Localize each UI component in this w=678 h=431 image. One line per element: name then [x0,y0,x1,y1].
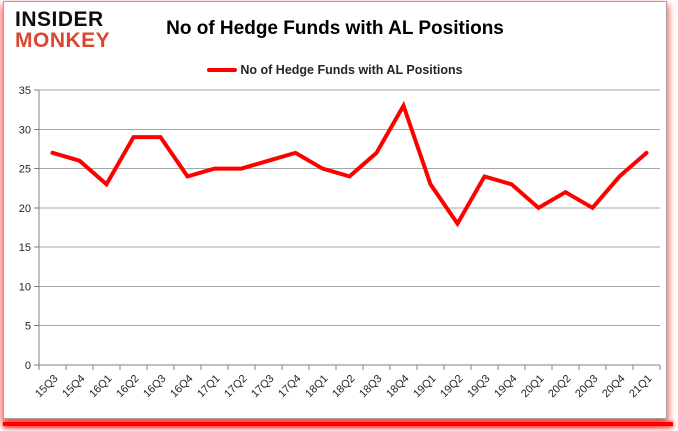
legend-line-swatch [207,68,238,72]
svg-text:16Q3: 16Q3 [141,373,169,401]
svg-text:0: 0 [25,360,31,372]
svg-text:17Q3: 17Q3 [249,373,277,401]
svg-text:30: 30 [19,124,31,136]
logo-text-monkey: MONKEY [15,29,111,52]
svg-text:20Q2: 20Q2 [546,373,574,401]
svg-text:17Q2: 17Q2 [222,373,250,401]
svg-text:18Q2: 18Q2 [330,373,358,401]
svg-text:19Q3: 19Q3 [465,373,493,401]
svg-text:35: 35 [19,85,31,97]
svg-text:18Q3: 18Q3 [357,373,385,401]
svg-text:16Q2: 16Q2 [114,373,142,401]
svg-text:20Q1: 20Q1 [519,373,547,401]
chart-frame: INSIDER MONKEY No of Hedge Funds with AL… [3,1,667,419]
svg-text:17Q1: 17Q1 [195,373,223,401]
red-accent-bar [3,422,673,426]
svg-text:20Q3: 20Q3 [573,373,601,401]
svg-text:16Q4: 16Q4 [168,373,196,401]
svg-text:25: 25 [19,164,31,176]
svg-text:15: 15 [19,242,31,254]
svg-text:21Q1: 21Q1 [627,373,655,401]
legend-label: No of Hedge Funds with AL Positions [240,63,463,77]
svg-text:10: 10 [19,281,31,293]
svg-text:15Q4: 15Q4 [60,373,88,401]
svg-text:18Q1: 18Q1 [303,373,331,401]
svg-text:19Q2: 19Q2 [438,373,466,401]
svg-text:16Q1: 16Q1 [87,373,115,401]
insider-monkey-logo: INSIDER MONKEY [15,9,110,51]
svg-text:15Q3: 15Q3 [33,373,61,401]
svg-text:18Q4: 18Q4 [384,373,412,401]
chart-title: No of Hedge Funds with AL Positions [166,18,504,39]
svg-text:19Q1: 19Q1 [411,373,439,401]
chart-legend: No of Hedge Funds with AL Positions [4,63,666,77]
svg-text:20Q4: 20Q4 [600,373,628,401]
svg-text:5: 5 [25,321,31,333]
svg-text:19Q4: 19Q4 [492,373,520,401]
svg-text:20: 20 [19,203,31,215]
logo-text-insider: INSIDER [15,8,104,31]
svg-text:17Q4: 17Q4 [276,373,304,401]
